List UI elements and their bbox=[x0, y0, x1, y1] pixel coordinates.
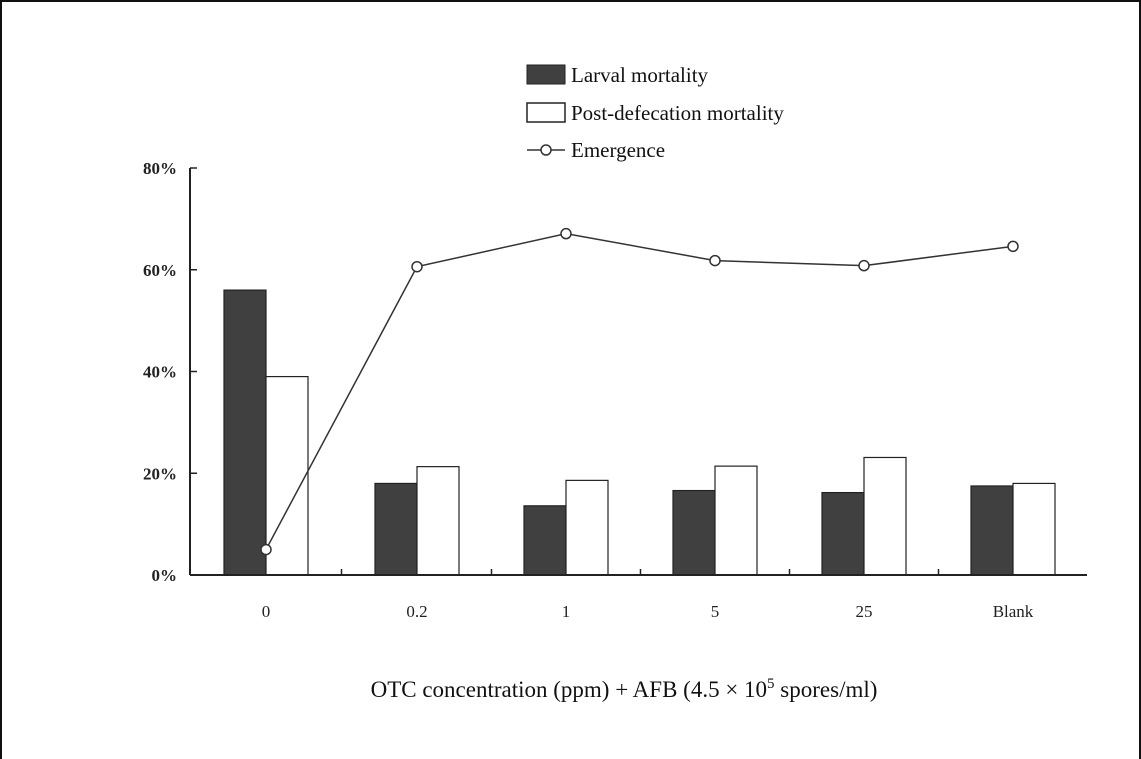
y-tick-label: 80% bbox=[143, 159, 177, 178]
x-tick-label: 5 bbox=[711, 602, 720, 621]
y-tick-label: 0% bbox=[152, 566, 178, 585]
bar-post-defecation-mortality bbox=[714, 465, 758, 576]
x-tick-label: 1 bbox=[562, 602, 571, 621]
emergence-point bbox=[411, 260, 423, 273]
bar-larval-mortality bbox=[523, 505, 567, 576]
legend: Larval mortality Post-defecation mortali… bbox=[526, 63, 784, 162]
y-tick-label: 20% bbox=[143, 464, 177, 483]
emergence-point bbox=[709, 254, 721, 267]
bar-larval-mortality bbox=[672, 489, 716, 576]
bar-larval-mortality bbox=[821, 491, 865, 576]
y-tick-label: 40% bbox=[143, 363, 177, 382]
legend-label-emergence: Emergence bbox=[571, 138, 665, 162]
x-tick-label: Blank bbox=[993, 602, 1034, 621]
legend-label-post-defecation: Post-defecation mortality bbox=[571, 101, 784, 125]
bar-post-defecation-mortality bbox=[265, 375, 309, 576]
bars bbox=[223, 289, 1056, 576]
legend-swatch-larval bbox=[526, 64, 566, 85]
x-axis-title-main: OTC concentration (ppm) + AFB (4.5 × 10 bbox=[371, 677, 767, 702]
x-tick-label: 25 bbox=[856, 602, 873, 621]
bar-larval-mortality bbox=[223, 289, 267, 576]
y-tick-label: 60% bbox=[143, 261, 177, 280]
emergence-point bbox=[560, 227, 572, 240]
x-axis-title-superscript: 5 bbox=[767, 676, 775, 692]
bar-larval-mortality bbox=[374, 482, 418, 576]
x-tick-label: 0 bbox=[262, 602, 271, 621]
x-ticks: 0 0.2 1 5 25 Blank bbox=[262, 569, 1034, 621]
emergence-point bbox=[1007, 240, 1019, 253]
emergence-series-line bbox=[265, 232, 1014, 550]
x-axis-title: OTC concentration (ppm) + AFB (4.5 × 105… bbox=[371, 676, 878, 702]
x-tick-label: 0.2 bbox=[406, 602, 427, 621]
emergence-point bbox=[858, 259, 870, 272]
legend-label-larval: Larval mortality bbox=[571, 63, 709, 87]
y-ticks: 0% 20% 40% 60% 80% bbox=[143, 159, 197, 585]
bar-post-defecation-mortality bbox=[416, 466, 460, 576]
emergence-point bbox=[260, 543, 272, 556]
bar-post-defecation-mortality bbox=[1012, 482, 1056, 576]
legend-swatch-post-defecation bbox=[526, 102, 566, 123]
axes bbox=[189, 168, 1087, 576]
bar-post-defecation-mortality bbox=[565, 479, 609, 576]
emergence-line bbox=[260, 227, 1019, 556]
bar-larval-mortality bbox=[970, 485, 1014, 576]
bar-post-defecation-mortality bbox=[863, 456, 907, 576]
x-axis-title-tail: spores/ml) bbox=[775, 677, 878, 702]
legend-marker-emergence bbox=[540, 144, 552, 156]
